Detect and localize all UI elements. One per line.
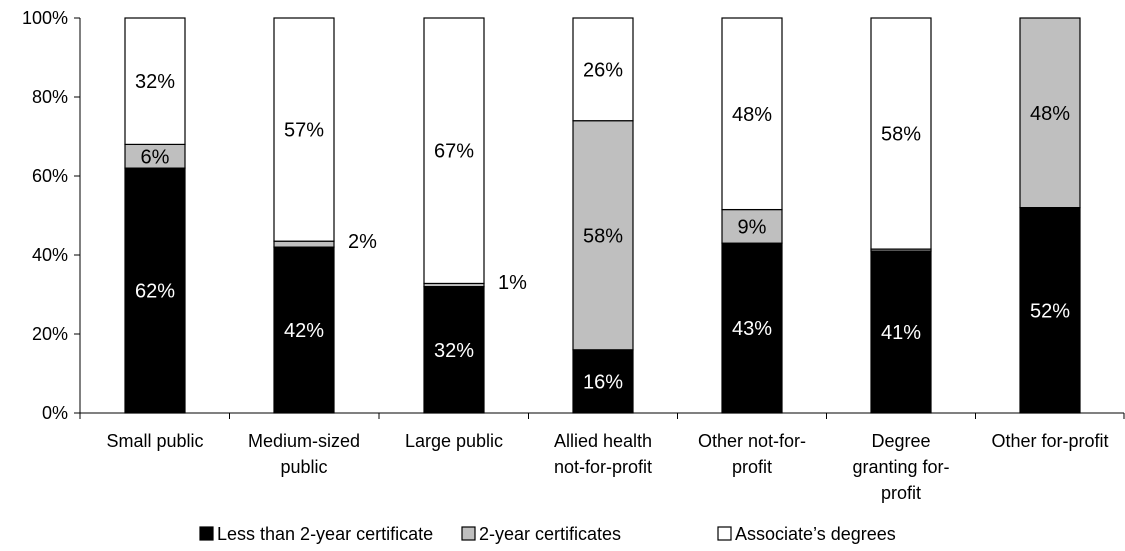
data-label: 32% — [135, 71, 175, 93]
bar-segment — [721, 242, 783, 414]
data-label: 67% — [434, 141, 474, 163]
category-label: Other for-profit — [991, 431, 1108, 451]
data-label: 58% — [881, 124, 921, 146]
legend-label: 2-year certificates — [479, 524, 621, 544]
bar-segment — [124, 167, 186, 414]
legend-label: Less than 2-year certificate — [217, 524, 433, 544]
bar-segment — [721, 17, 783, 211]
data-label: 6% — [141, 146, 170, 168]
y-tick-label: 0% — [42, 403, 68, 423]
data-label: 9% — [738, 216, 767, 238]
category-label: Allied health — [554, 431, 652, 451]
data-labels-layer: 62% 6% 32% 42% 2% 57% 32% 1% 67% 16% 58% 26% 43% 9% 48… — [135, 59, 1070, 393]
data-label: 41% — [881, 322, 921, 344]
data-label: 2% — [348, 231, 377, 253]
category-label: profit — [881, 483, 921, 503]
bar-segment — [273, 17, 335, 242]
data-label: 32% — [434, 340, 474, 362]
data-label: 16% — [583, 371, 623, 393]
y-tick-label: 60% — [32, 166, 68, 186]
bar-segment — [124, 17, 186, 146]
bars-layer — [124, 17, 1081, 414]
legend-swatch — [461, 526, 476, 541]
legend: Less than 2-year certificate 2-year certi… — [199, 524, 896, 544]
data-label: 48% — [732, 104, 772, 126]
category-label: granting for- — [852, 457, 949, 477]
category-label: not-for-profit — [554, 457, 652, 477]
bar-segment — [572, 17, 634, 122]
axis-layer: 0% 20% 40% 60% 80% 100% — [22, 8, 1125, 423]
category-label: Large public — [405, 431, 503, 451]
category-label: Other not-for- — [698, 431, 806, 451]
data-label: 43% — [732, 318, 772, 340]
category-label: Medium-sized — [248, 431, 360, 451]
bar-segment — [273, 246, 335, 414]
y-tick-label: 20% — [32, 324, 68, 344]
bar-segment — [721, 208, 783, 244]
bar-segment — [423, 286, 485, 414]
category-label: public — [280, 457, 327, 477]
data-label: 48% — [1030, 103, 1070, 125]
data-label: 58% — [583, 225, 623, 247]
bar-segment — [1019, 17, 1081, 209]
bar-segment — [572, 120, 634, 351]
category-labels-layer: Small public Medium-sized public Large publ… — [106, 431, 1108, 503]
data-label: 62% — [135, 281, 175, 303]
bar-segment — [273, 240, 335, 248]
legend-swatch — [717, 526, 732, 541]
data-label: 57% — [284, 120, 324, 142]
y-tick-label: 40% — [32, 245, 68, 265]
bar-segment — [423, 17, 485, 285]
category-label: profit — [732, 457, 772, 477]
data-label: 52% — [1030, 300, 1070, 322]
data-label: 26% — [583, 59, 623, 81]
bar-segment — [1019, 207, 1081, 414]
y-tick-label: 80% — [32, 87, 68, 107]
data-label: 42% — [284, 320, 324, 342]
bar-segment — [870, 250, 932, 414]
legend-swatch — [199, 526, 214, 541]
data-label: 1% — [498, 272, 527, 294]
bar-segment — [870, 17, 932, 250]
bar-segment — [572, 349, 634, 414]
y-tick-label: 100% — [22, 8, 68, 28]
category-label: Degree — [871, 431, 930, 451]
category-label: Small public — [106, 431, 203, 451]
legend-label: Associate’s degrees — [735, 524, 896, 544]
